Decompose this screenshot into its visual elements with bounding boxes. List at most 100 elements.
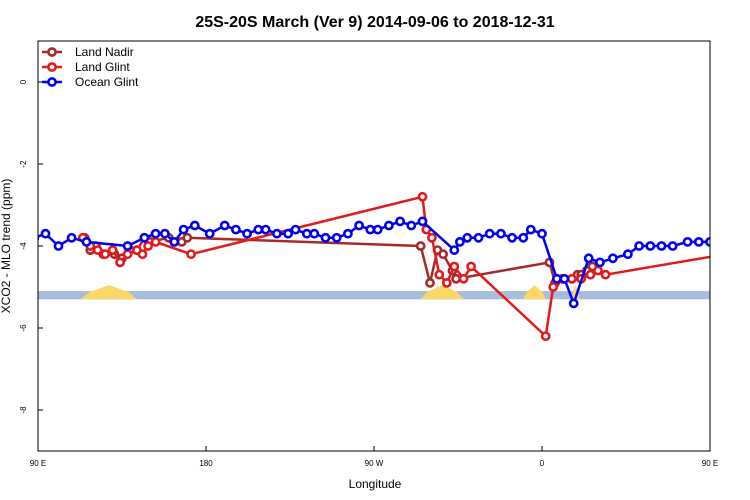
- data-point: [525, 224, 536, 235]
- y-tick-label: -6: [19, 324, 28, 332]
- x-axis: 90 E 180 90 W 0 90 E: [30, 446, 718, 468]
- data-point: [383, 220, 394, 231]
- data-point: [242, 228, 252, 239]
- data-point: [81, 236, 92, 247]
- series-ocean-glint: [38, 216, 750, 309]
- data-point: [186, 249, 196, 260]
- data-point: [417, 216, 428, 227]
- land-mass: [80, 285, 137, 300]
- data-point: [729, 230, 736, 237]
- data-point: [219, 220, 230, 231]
- land-mass: [420, 285, 464, 300]
- data-point: [301, 228, 312, 239]
- data-point: [342, 228, 353, 239]
- data-point: [290, 224, 301, 235]
- data-point: [634, 241, 644, 251]
- data-point: [107, 245, 118, 255]
- chart-title: 25S-20S March (Ver 9) 2014-09-06 to 2018…: [195, 14, 554, 31]
- legend-label: Ocean Glint: [75, 75, 139, 89]
- data-point: [495, 228, 506, 239]
- data-point: [466, 261, 476, 272]
- data-point: [415, 241, 426, 251]
- data-point: [608, 253, 618, 264]
- data-point: [204, 228, 215, 239]
- data-point: [406, 220, 417, 231]
- data-point: [271, 228, 282, 239]
- data-point: [150, 228, 161, 239]
- data-point: [92, 245, 103, 255]
- data-point: [417, 191, 428, 202]
- data-point: [552, 273, 562, 284]
- data-point: [449, 245, 460, 255]
- data-point: [568, 298, 579, 309]
- data-point: [718, 234, 725, 241]
- legend-label: Land Nadir: [75, 45, 134, 59]
- data-point: [559, 273, 570, 284]
- data-point: [473, 232, 484, 243]
- data-point: [705, 237, 710, 247]
- data-point: [230, 224, 241, 235]
- data-point: [354, 220, 364, 231]
- data-point: [682, 236, 693, 247]
- legend-marker: [47, 47, 57, 57]
- x-axis-label: Longitude: [349, 477, 402, 491]
- land-band: [38, 285, 710, 300]
- data-point: [139, 232, 150, 243]
- legend-marker: [47, 77, 57, 87]
- data-point: [143, 241, 153, 251]
- ocean-band: [38, 291, 710, 300]
- x-tick-label: 180: [199, 459, 213, 468]
- data-point: [441, 277, 452, 288]
- data-point: [693, 236, 704, 247]
- data-point: [115, 257, 125, 268]
- data-point: [320, 232, 331, 243]
- data-point: [283, 228, 293, 239]
- data-point: [593, 265, 603, 276]
- data-point: [182, 232, 193, 243]
- x-tick-label: 90 E: [30, 459, 46, 468]
- data-point: [434, 269, 445, 280]
- data-point: [260, 224, 271, 235]
- data-point: [449, 261, 460, 272]
- y-tick-label: 0: [19, 79, 28, 84]
- series-line: [81, 195, 710, 339]
- data-point: [438, 249, 448, 260]
- data-point: [122, 241, 133, 251]
- data-point: [507, 232, 517, 243]
- data-point: [645, 241, 656, 251]
- data-point: [159, 228, 170, 239]
- y-tick-label: -2: [19, 160, 28, 168]
- data-point: [122, 249, 133, 260]
- data-point: [53, 241, 64, 251]
- legend-marker: [47, 62, 57, 72]
- data-point: [518, 232, 529, 243]
- data-point: [736, 234, 743, 241]
- data-point: [600, 269, 611, 280]
- data-point: [395, 216, 405, 227]
- data-point: [454, 236, 465, 247]
- series-layer: [38, 191, 750, 342]
- data-point: [100, 249, 111, 260]
- data-point: [667, 241, 678, 251]
- data-point: [540, 331, 551, 342]
- legend-item: Ocean Glint: [42, 75, 139, 89]
- land-mass: [523, 285, 546, 300]
- data-point: [38, 234, 40, 241]
- data-point: [746, 238, 750, 245]
- data-point: [595, 257, 605, 268]
- data-point: [137, 249, 148, 260]
- data-point: [548, 282, 559, 292]
- legend-item: Land Glint: [42, 60, 130, 74]
- data-point: [462, 232, 473, 243]
- data-point: [150, 236, 161, 247]
- data-point: [189, 220, 200, 231]
- data-point: [178, 224, 189, 235]
- x-tick-label: 0: [540, 459, 545, 468]
- data-point: [451, 273, 461, 284]
- data-point: [40, 228, 51, 239]
- legend-item: Land Nadir: [42, 45, 134, 59]
- data-point: [331, 232, 342, 243]
- data-point: [585, 269, 596, 280]
- data-point: [309, 228, 320, 239]
- legend-label: Land Glint: [75, 60, 130, 74]
